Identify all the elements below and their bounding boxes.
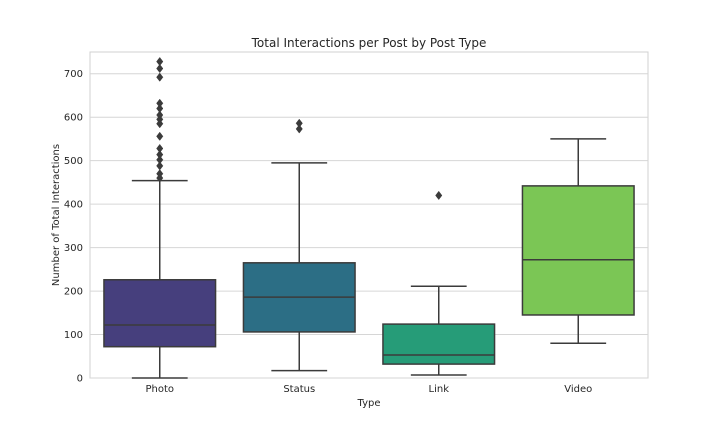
outlier-point xyxy=(295,124,303,134)
chart-title: Total Interactions per Post by Post Type xyxy=(251,36,487,50)
boxes xyxy=(103,56,635,379)
outlier-point xyxy=(156,150,164,160)
y-tick-labels: 0 100 200 300 400 500 600 700 xyxy=(64,69,83,384)
y-tick-label: 200 xyxy=(64,287,83,298)
outlier-point xyxy=(156,161,164,171)
outlier-point xyxy=(435,190,443,201)
outlier-point xyxy=(156,98,164,108)
box-link xyxy=(382,323,496,365)
outlier-point xyxy=(156,63,164,74)
y-tick-label: 300 xyxy=(64,243,83,254)
outlier-point xyxy=(156,155,164,165)
y-tick-label: 100 xyxy=(64,330,83,341)
x-tick-label: Photo xyxy=(145,384,174,395)
outlier-point xyxy=(156,103,164,114)
outlier-point xyxy=(156,56,164,67)
x-tick-label: Status xyxy=(283,384,315,395)
x-tick-label: Link xyxy=(429,384,450,395)
x-tick-label: Video xyxy=(564,384,592,395)
y-tick-label: 500 xyxy=(64,156,83,167)
box-photo xyxy=(103,279,217,348)
x-tick-labels: Photo Status Link Video xyxy=(145,384,592,395)
x-axis-label: Type xyxy=(357,398,381,409)
y-tick-label: 400 xyxy=(64,200,83,211)
outlier-point xyxy=(156,169,164,179)
y-tick-label: 700 xyxy=(64,69,83,80)
outlier-point xyxy=(295,118,303,128)
outlier-point xyxy=(156,131,164,141)
y-tick-label: 600 xyxy=(64,113,83,124)
outlier-point xyxy=(156,110,164,120)
outlier-point xyxy=(156,72,164,82)
box-video xyxy=(521,185,635,316)
y-tick-label: 0 xyxy=(77,374,83,385)
outlier-point xyxy=(156,143,164,154)
y-axis-label: Number of Total Interactions xyxy=(51,144,62,286)
